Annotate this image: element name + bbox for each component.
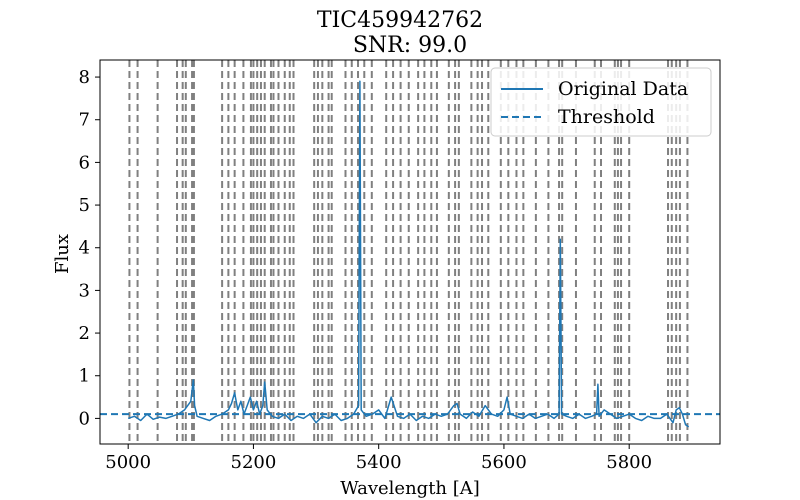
x-axis: 5000 5200 5400 5600 5800: [105, 444, 652, 473]
y-tick-label: 2: [79, 323, 90, 344]
x-tick-label: 5200: [231, 452, 277, 473]
y-tick-label: 7: [79, 110, 90, 131]
series-original-data: [127, 80, 690, 428]
x-tick-label: 5000: [105, 452, 151, 473]
x-tick-label: 5600: [481, 452, 527, 473]
x-tick-label: 5400: [356, 452, 402, 473]
chart-title: TIC459942762: [317, 8, 483, 33]
y-tick-label: 6: [79, 152, 90, 173]
y-tick-label: 1: [79, 366, 90, 387]
y-tick-label: 3: [79, 280, 90, 301]
y-axis: 0 1 2 3 4 5 6 7 8: [79, 67, 100, 429]
legend-label-original-data: Original Data: [558, 78, 688, 100]
y-axis-label: Flux: [52, 234, 73, 274]
y-tick-label: 4: [79, 238, 90, 259]
legend: Original Data Threshold: [490, 67, 712, 137]
y-tick-label: 0: [79, 408, 90, 429]
data-layer: [127, 80, 690, 428]
legend-label-threshold: Threshold: [558, 106, 655, 128]
x-axis-label: Wavelength [A]: [340, 478, 480, 499]
plot-frame: [99, 59, 721, 445]
legend-box: [490, 67, 712, 137]
y-tick-label: 5: [79, 195, 90, 216]
x-tick-label: 5800: [606, 452, 652, 473]
y-tick-label: 8: [79, 67, 90, 88]
chart-subtitle: SNR: 99.0: [353, 33, 467, 58]
